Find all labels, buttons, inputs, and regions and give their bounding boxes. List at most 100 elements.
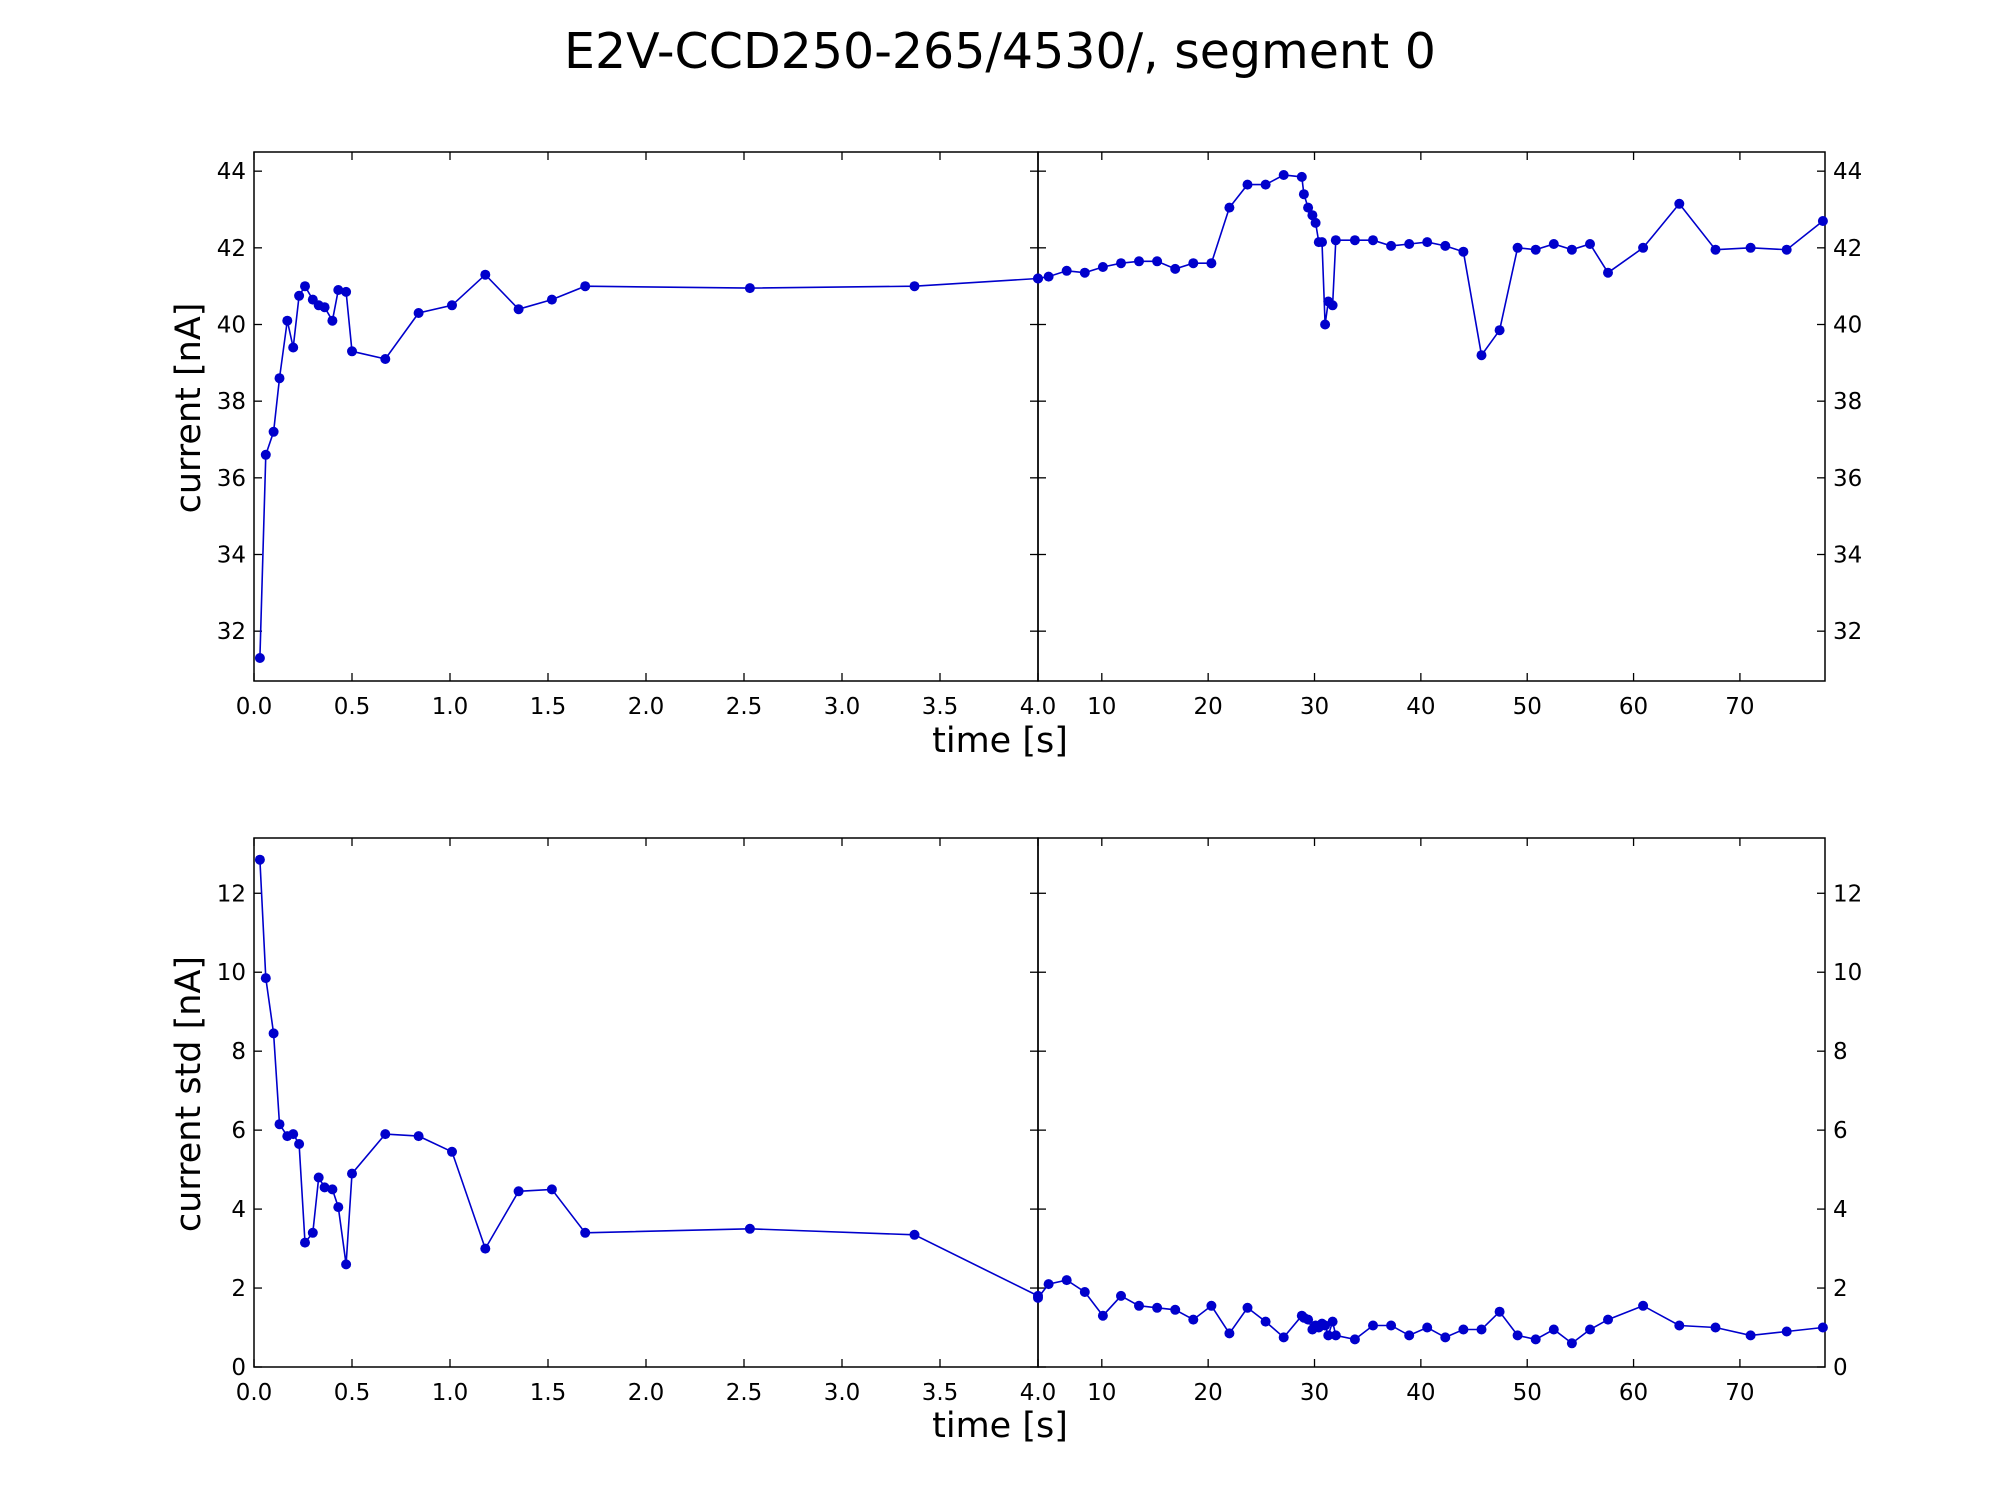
bottom-left-data-point <box>447 1146 457 1157</box>
bottom-ytick-label-left: 2 <box>231 1276 246 1302</box>
bottom-ytick-label-right: 8 <box>1833 1039 1848 1065</box>
top-left-data-point <box>333 285 344 295</box>
top-right-data-point <box>1317 237 1327 248</box>
bottom-left-data-point <box>319 1182 330 1193</box>
top-left-frame <box>253 151 1039 682</box>
bottom-right-data-point <box>1638 1300 1649 1311</box>
bottom-plot-area: 0 0 2 2 4 4 6 6 8 8 10 10 12 12 0.0 0.5 1.0 1.5 2.0 2.5 3.0 3… <box>217 837 1862 1406</box>
top-right-data-point <box>1422 237 1433 248</box>
bottom-left-data-point <box>294 1139 305 1149</box>
top-xtick-label-left: 3.0 <box>824 694 861 720</box>
bottom-xtick-label-right: 30 <box>1300 1380 1329 1406</box>
top-right-data-point <box>1674 198 1685 209</box>
bottom-right-data-point <box>1548 1324 1559 1335</box>
top-right-data-point <box>1097 262 1108 272</box>
top-ytick-label-left: 38 <box>217 389 246 415</box>
bottom-right-data-point <box>1224 1328 1235 1339</box>
top-xtick-label-right: 30 <box>1300 694 1329 720</box>
bottom-ytick-label-left: 6 <box>231 1118 246 1144</box>
bottom-xtick-label-right: 60 <box>1619 1380 1648 1406</box>
top-left-data-point <box>282 315 293 326</box>
top-xtick-label-left: 2.0 <box>628 694 665 720</box>
bottom-right-data-point <box>1242 1302 1253 1313</box>
bottom-left-data-point <box>413 1131 424 1142</box>
bottom-left-data-point <box>341 1259 352 1270</box>
top-xlabel: time [s] <box>932 721 1068 761</box>
bottom-right-data-point <box>1603 1314 1613 1325</box>
top-xtick-label-left: 1.0 <box>432 694 469 720</box>
top-ytick-label-right: 34 <box>1833 543 1862 569</box>
bottom-left-series-line <box>259 859 1039 1297</box>
top-xtick-label-right: 10 <box>1087 694 1116 720</box>
bottom-left-data-point <box>546 1184 557 1195</box>
bottom-right-data-point <box>1206 1300 1217 1311</box>
top-xtick-label-left: 2.5 <box>726 694 763 720</box>
bottom-left-frame <box>253 837 1039 1368</box>
top-left-data-point <box>380 354 391 364</box>
top-ytick-label-left: 44 <box>217 159 246 185</box>
bottom-xlabel: time [s] <box>932 1406 1068 1446</box>
bottom-xtick-label-right: 40 <box>1406 1380 1435 1406</box>
bottom-left-data-point <box>307 1227 318 1238</box>
bottom-xtick-label-left: 3.5 <box>922 1380 959 1406</box>
bottom-xtick-label-left: 2.5 <box>726 1380 763 1406</box>
top-xtick-label-left: 1.5 <box>530 694 567 720</box>
top-xtick-label-left: 0.0 <box>236 694 273 720</box>
bottom-right-data-point <box>1320 1320 1331 1331</box>
bottom-right-data-point <box>1404 1330 1415 1341</box>
top-plot-area: 32 32 34 34 36 36 38 38 40 40 42 42 44 44 0.0 0.5 1.0 1.5… <box>217 151 1862 720</box>
bottom-right-data-point <box>1440 1332 1451 1343</box>
bottom-xtick-label-left: 1.0 <box>432 1380 469 1406</box>
top-right-data-point <box>1170 263 1181 274</box>
bottom-right-data-point <box>1512 1330 1523 1341</box>
bottom-right-data-point <box>1781 1326 1792 1337</box>
top-right-data-point <box>1330 235 1341 246</box>
top-right-data-point <box>1043 271 1054 282</box>
top-right-data-point <box>1116 258 1126 269</box>
bottom-right-data-point <box>1494 1306 1505 1317</box>
top-ytick-label-left: 32 <box>217 619 246 645</box>
top-right-data-point <box>1033 273 1043 284</box>
top-ytick-label-right: 42 <box>1833 236 1862 262</box>
bottom-right-data-point <box>1674 1320 1685 1331</box>
bottom-right-data-point <box>1323 1330 1334 1341</box>
top-left-data-point <box>341 286 352 297</box>
bottom-right-data-point <box>1134 1300 1144 1311</box>
top-right-data-point <box>1278 170 1289 180</box>
bottom-right-data-point <box>1278 1332 1289 1343</box>
bottom-right-data-point <box>1330 1330 1341 1341</box>
top-right-data-point <box>1781 244 1792 255</box>
top-left-data-point <box>294 290 305 301</box>
bottom-xtick-label-left: 3.0 <box>824 1380 861 1406</box>
bottom-left-data-point <box>288 1129 299 1140</box>
top-ytick-label-right: 32 <box>1833 619 1862 645</box>
bottom-left-data-point <box>268 1028 279 1039</box>
top-xtick-label-left: 3.5 <box>922 694 959 720</box>
top-left-data-point <box>413 308 424 318</box>
top-ytick-label-right: 40 <box>1833 313 1862 339</box>
bottom-ytick-label-left: 10 <box>217 960 246 986</box>
top-right-data-point <box>1548 239 1559 249</box>
top-right-data-point <box>1206 258 1217 269</box>
top-right-data-point <box>1386 240 1397 251</box>
bottom-panel: current std [nA] time [s] 0 0 2 2 4 4 6 6 8 8 10 10… <box>169 837 1862 1446</box>
bottom-ytick-label-left: 8 <box>231 1039 246 1065</box>
bottom-right-data-point <box>1817 1322 1828 1333</box>
top-right-data-point <box>1404 239 1415 249</box>
top-right-data-point <box>1512 242 1523 253</box>
top-left-data-point <box>347 346 357 357</box>
bottom-right-data-point <box>1061 1275 1072 1286</box>
top-right-data-point <box>1638 242 1649 253</box>
bottom-right-data-point <box>1710 1322 1721 1333</box>
bottom-ytick-label-right: 2 <box>1833 1276 1848 1302</box>
top-left-data-point <box>288 342 299 353</box>
bottom-right-data-point <box>1116 1290 1126 1301</box>
top-right-data-point <box>1310 217 1321 228</box>
bottom-left-data-point <box>300 1237 310 1248</box>
top-right-data-point <box>1298 189 1309 200</box>
bottom-right-data-point <box>1368 1320 1378 1331</box>
top-left-data-point <box>480 269 491 280</box>
top-right-data-point <box>1585 239 1595 249</box>
top-right-data-point <box>1710 244 1721 255</box>
